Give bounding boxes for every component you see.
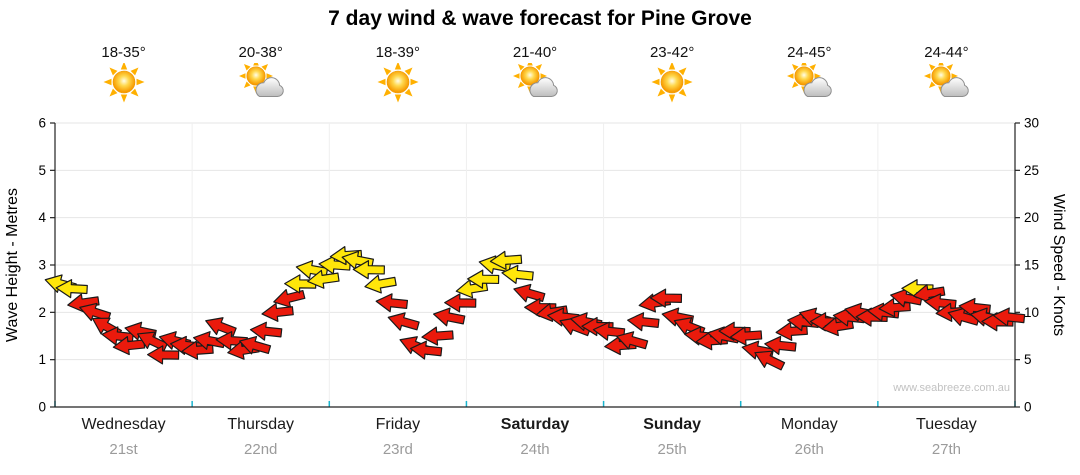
wind-arrow (409, 340, 443, 360)
weather-icon-slot (100, 61, 148, 103)
wind-arrow (649, 288, 683, 308)
right-tick-label: 20 (1024, 210, 1039, 225)
left-tick-label: 1 (38, 352, 46, 367)
wind-arrow (249, 321, 283, 341)
temp-range: 23-42° (649, 44, 695, 61)
day-date: 25th (657, 441, 687, 458)
wind-arrow (239, 335, 272, 355)
right-tick-label: 25 (1024, 163, 1039, 178)
temp-range: 20-38° (238, 44, 283, 61)
temp-range: 24-45° (787, 44, 832, 61)
sunny-icon (651, 61, 693, 103)
wind-arrow (764, 335, 797, 355)
partly-cloudy-icon (787, 59, 832, 97)
wind-arrow (205, 317, 237, 337)
day-column-label: Friday 23rd (323, 416, 473, 458)
temp-range: 24-44° (924, 44, 969, 61)
day-date: 21st (109, 441, 138, 458)
day-column-label: Thursday 22nd (186, 416, 336, 458)
left-tick-label: 6 (38, 116, 46, 131)
right-tick-label: 30 (1024, 116, 1039, 131)
temp-range: 18-39° (375, 44, 421, 61)
wind-arrow (501, 264, 534, 284)
sunny-icon (377, 61, 419, 103)
wind-arrow (387, 312, 420, 331)
wind-arrow (513, 283, 546, 303)
day-column-label: Monday 26th (734, 416, 884, 458)
left-tick-label: 3 (38, 258, 46, 273)
wind-arrow (307, 269, 340, 289)
wind-arrow (284, 274, 317, 294)
wind-arrow (444, 293, 477, 313)
day-date: 22nd (244, 441, 278, 458)
wind-arrow (992, 307, 1026, 327)
wind-arrow (352, 260, 385, 280)
left-tick-label: 2 (38, 305, 46, 320)
wind-arrow (421, 326, 454, 346)
wind-arrow (364, 274, 397, 294)
wind-arrow (489, 250, 523, 270)
right-tick-label: 15 (1024, 258, 1039, 273)
wind-arrow (432, 307, 466, 327)
wind-arrow (754, 350, 786, 371)
day-date: 24th (520, 441, 550, 458)
day-column-label: Wednesday 21st (49, 416, 199, 458)
temp-range: 21-40° (512, 44, 558, 61)
right-tick-label: 10 (1024, 305, 1039, 320)
weather-icon-slot (785, 59, 833, 103)
day-name: Sunday (643, 416, 702, 433)
wind-arrow (55, 279, 88, 299)
partly-cloudy-icon (238, 59, 284, 97)
left-tick-label: 5 (38, 163, 46, 178)
weather-icon-slot (237, 59, 285, 103)
weather-icon-slot (374, 61, 422, 103)
weather-icon-slot (511, 59, 559, 103)
day-name: Monday (780, 416, 838, 433)
partly-cloudy-icon (924, 59, 970, 97)
day-column-label: Tuesday 27th (871, 416, 1021, 458)
day-date: 26th (794, 441, 824, 458)
wind-arrow (616, 331, 649, 350)
day-name: Wednesday (81, 416, 166, 433)
wind-arrow (273, 289, 306, 308)
day-name: Saturday (500, 416, 570, 433)
right-tick-label: 5 (1024, 352, 1032, 367)
day-column-label: Sunday 25th (597, 416, 747, 458)
wind-arrow (375, 293, 409, 313)
day-name: Thursday (227, 416, 295, 433)
wind-arrow (467, 269, 500, 289)
day-date: 23rd (382, 441, 413, 458)
weather-icon-slot (648, 61, 696, 103)
page-title: 7 day wind & wave forecast for Pine Grov… (328, 7, 752, 30)
left-tick-label: 0 (38, 400, 46, 415)
wind-arrow (729, 326, 763, 346)
temp-range: 18-35° (101, 44, 146, 61)
partly-cloudy-icon (513, 59, 558, 97)
watermark: www.seabreeze.com.au (893, 382, 1010, 394)
day-name: Tuesday (916, 416, 977, 433)
wind-arrow (79, 302, 112, 322)
right-tick-label: 0 (1024, 400, 1032, 415)
sunny-icon (103, 61, 145, 103)
wind-arrow (147, 345, 180, 365)
wind-arrow (912, 284, 946, 304)
wind-arrow (627, 312, 660, 332)
left-tick-label: 4 (38, 210, 46, 225)
weather-icon-slot (922, 59, 970, 103)
day-column-label: Saturday 24th (460, 416, 610, 458)
day-name: Friday (375, 416, 421, 433)
day-date: 27th (931, 441, 962, 458)
